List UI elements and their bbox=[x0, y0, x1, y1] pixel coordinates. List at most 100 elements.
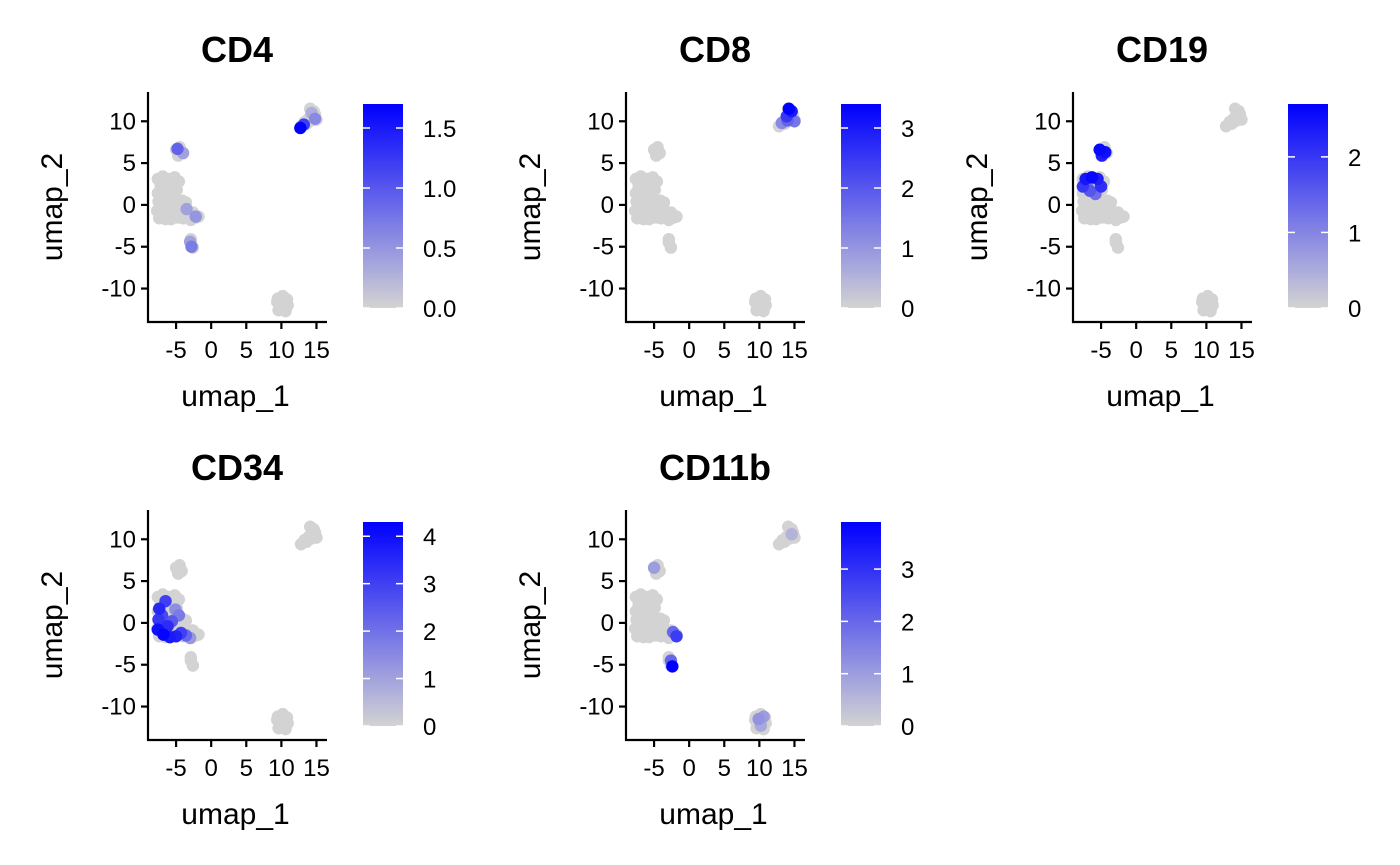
y-tick-label: 10 bbox=[587, 526, 614, 553]
x-tick-label: -5 bbox=[1090, 337, 1111, 364]
y-tick-label: -10 bbox=[579, 276, 614, 303]
panel-title: CD8 bbox=[679, 29, 751, 70]
point bbox=[279, 304, 292, 318]
x-tick-label: 5 bbox=[718, 337, 731, 364]
points bbox=[628, 102, 801, 318]
y-axis-label: umap_2 bbox=[36, 153, 69, 261]
point-expressing bbox=[152, 613, 165, 626]
y-tick-label: -5 bbox=[115, 652, 136, 679]
y-tick-label: -5 bbox=[1040, 234, 1061, 261]
point-expressing bbox=[157, 628, 170, 641]
x-tick-label: -5 bbox=[165, 755, 186, 782]
colorbar-tick-label: 1 bbox=[901, 662, 914, 689]
colorbar-tick-label: 2 bbox=[901, 176, 914, 203]
point bbox=[1117, 210, 1130, 223]
x-tick-label: 15 bbox=[303, 337, 330, 364]
point-expressing bbox=[1093, 143, 1106, 156]
colorbar bbox=[841, 522, 881, 726]
point bbox=[662, 233, 676, 246]
point-expressing bbox=[782, 102, 796, 115]
y-tick-label: -10 bbox=[101, 694, 136, 721]
point-expressing bbox=[785, 528, 798, 541]
colorbar-tick-label: 0.0 bbox=[423, 296, 456, 323]
y-tick-label: -10 bbox=[101, 276, 136, 303]
colorbar bbox=[1288, 104, 1328, 308]
x-tick-label: 0 bbox=[204, 755, 217, 782]
x-tick-label: 15 bbox=[781, 755, 808, 782]
x-tick-label: 10 bbox=[746, 755, 773, 782]
point bbox=[308, 526, 322, 539]
x-tick-label: -5 bbox=[643, 337, 664, 364]
x-tick-label: 15 bbox=[303, 755, 330, 782]
point-expressing bbox=[670, 630, 683, 643]
colorbar-tick-label: 1 bbox=[901, 236, 914, 263]
colorbar-tick-label: 0.5 bbox=[423, 236, 456, 263]
point bbox=[270, 713, 284, 727]
y-tick-label: -5 bbox=[115, 234, 136, 261]
y-tick-label: 5 bbox=[601, 568, 614, 595]
y-tick-label: 10 bbox=[109, 108, 136, 135]
colorbar-tick-label: 1 bbox=[423, 667, 436, 694]
point-expressing bbox=[153, 602, 166, 615]
x-tick-label: 10 bbox=[268, 755, 295, 782]
x-axis-label: umap_1 bbox=[659, 798, 767, 831]
point-expressing bbox=[1085, 171, 1099, 184]
point-expressing bbox=[666, 660, 679, 673]
y-tick-label: -10 bbox=[1026, 276, 1061, 303]
y-axis-label: umap_2 bbox=[514, 153, 547, 261]
y-axis-label: umap_2 bbox=[514, 571, 547, 679]
x-tick-label: 5 bbox=[718, 755, 731, 782]
y-tick-label: 5 bbox=[123, 150, 136, 177]
x-tick-label: 5 bbox=[240, 755, 253, 782]
y-tick-label: 0 bbox=[601, 192, 614, 219]
y-axis-label: umap_2 bbox=[961, 153, 994, 261]
x-tick-label: 15 bbox=[781, 337, 808, 364]
x-tick-label: -5 bbox=[165, 337, 186, 364]
point bbox=[757, 304, 770, 318]
point-expressing bbox=[171, 142, 184, 156]
panel-title: CD11b bbox=[659, 447, 771, 488]
point-expressing bbox=[189, 210, 202, 223]
colorbar bbox=[363, 104, 403, 308]
y-tick-label: 5 bbox=[601, 150, 614, 177]
panel-title: CD19 bbox=[1116, 29, 1208, 70]
y-tick-label: -5 bbox=[593, 234, 614, 261]
y-tick-label: 0 bbox=[123, 610, 136, 637]
colorbar bbox=[363, 522, 403, 726]
x-tick-label: -5 bbox=[643, 755, 664, 782]
colorbar-tick-label: 3 bbox=[423, 572, 436, 599]
y-axis-label: umap_2 bbox=[36, 571, 69, 679]
x-axis-label: umap_1 bbox=[659, 380, 767, 413]
panel-title: CD34 bbox=[191, 447, 283, 488]
point-expressing bbox=[308, 112, 322, 125]
y-tick-label: 0 bbox=[123, 192, 136, 219]
point-expressing bbox=[180, 202, 193, 216]
x-tick-label: 10 bbox=[268, 337, 295, 364]
y-tick-label: 5 bbox=[1048, 150, 1061, 177]
point bbox=[748, 295, 762, 309]
points bbox=[150, 520, 323, 736]
colorbar bbox=[841, 104, 881, 308]
colorbar-tick-label: 1 bbox=[1348, 220, 1361, 247]
y-tick-label: -10 bbox=[579, 694, 614, 721]
point bbox=[173, 559, 186, 572]
x-axis-label: umap_1 bbox=[181, 380, 289, 413]
point bbox=[651, 141, 664, 154]
points bbox=[628, 520, 801, 736]
colorbar-tick-label: 0 bbox=[1348, 296, 1361, 323]
y-tick-label: 10 bbox=[109, 526, 136, 553]
y-tick-label: 10 bbox=[587, 108, 614, 135]
points bbox=[1075, 102, 1248, 318]
colorbar-tick-label: 3 bbox=[901, 116, 914, 143]
x-axis-label: umap_1 bbox=[181, 798, 289, 831]
colorbar-tick-label: 1.5 bbox=[423, 116, 456, 143]
x-tick-label: 0 bbox=[682, 337, 695, 364]
x-tick-label: 0 bbox=[1129, 337, 1142, 364]
colorbar-tick-label: 0 bbox=[901, 714, 914, 741]
x-tick-label: 0 bbox=[204, 337, 217, 364]
point-expressing bbox=[647, 561, 661, 574]
x-tick-label: 0 bbox=[682, 755, 695, 782]
